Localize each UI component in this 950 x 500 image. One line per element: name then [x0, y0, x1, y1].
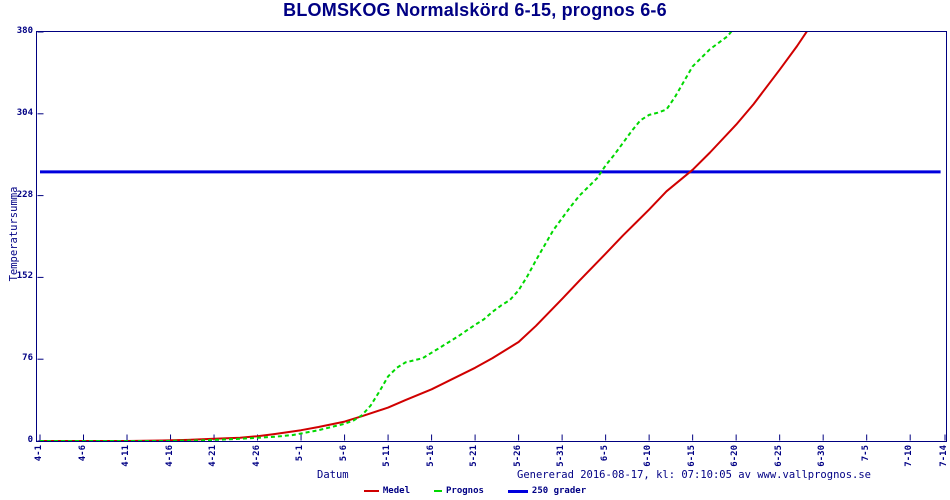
legend-swatch — [507, 489, 528, 493]
series-line-prognos — [40, 32, 733, 441]
legend-item-250-grader: 250 grader — [507, 486, 587, 496]
x-tick-label: 4-11 — [121, 445, 132, 467]
legend-item-prognos: Prognos — [433, 486, 484, 496]
x-tick-label: 6-25 — [773, 445, 784, 467]
x-tick-label: 5-31 — [556, 445, 567, 467]
y-tick-label: 152 — [16, 271, 33, 282]
x-tick-label: 6-10 — [643, 445, 654, 467]
plot-canvas — [37, 32, 946, 441]
x-tick-label: 4-26 — [251, 445, 262, 467]
legend-label: 250 grader — [531, 486, 587, 496]
x-tick-label: 5-6 — [338, 445, 349, 462]
x-tick-label: 7-5 — [860, 445, 871, 462]
x-tick-label: 7-14 — [938, 445, 949, 467]
y-tick-label: 228 — [16, 189, 33, 200]
plot-area — [36, 31, 947, 442]
x-tick-label: 6-15 — [686, 445, 697, 467]
x-tick-label: 5-11 — [382, 445, 393, 467]
x-tick-label: 5-26 — [512, 445, 523, 467]
x-tick-label: 4-16 — [164, 445, 175, 467]
x-tick-label: 6-5 — [599, 445, 610, 462]
y-tick-label: 76 — [22, 353, 33, 364]
legend-label: Prognos — [445, 486, 484, 496]
generated-footer: Genererad 2016-08-17, kl: 07:10:05 av ww… — [517, 469, 872, 481]
x-tick-label: 4-6 — [77, 445, 88, 462]
y-axis-label: Temperatursumma — [8, 186, 20, 282]
x-tick-label: 7-10 — [904, 445, 915, 467]
x-tick-label: 5-21 — [469, 445, 480, 467]
x-tick-label: 4-1 — [34, 445, 44, 462]
chart-title: BLOMSKOG Normalskörd 6-15, prognos 6-6 — [283, 0, 667, 20]
y-tick-label: 304 — [16, 107, 33, 118]
series-line-medel — [40, 32, 808, 441]
legend: Medel Prognos 250 grader — [0, 486, 950, 496]
x-tick-label: 4-21 — [208, 445, 219, 467]
y-tick-label: 380 — [16, 26, 33, 36]
legend-swatch — [433, 490, 442, 492]
x-axis-label: Datum — [317, 469, 349, 481]
legend-item-medel: Medel — [363, 486, 410, 496]
legend-label: Medel — [382, 486, 410, 496]
x-tick-label: 5-16 — [425, 445, 436, 467]
legend-swatch — [363, 490, 379, 492]
x-tick-label: 6-20 — [730, 445, 741, 467]
x-tick-label: 6-30 — [817, 445, 828, 467]
axis-ticks — [37, 32, 946, 441]
x-tick-label: 5-1 — [295, 445, 306, 462]
y-tick-label: 0 — [27, 435, 33, 445]
